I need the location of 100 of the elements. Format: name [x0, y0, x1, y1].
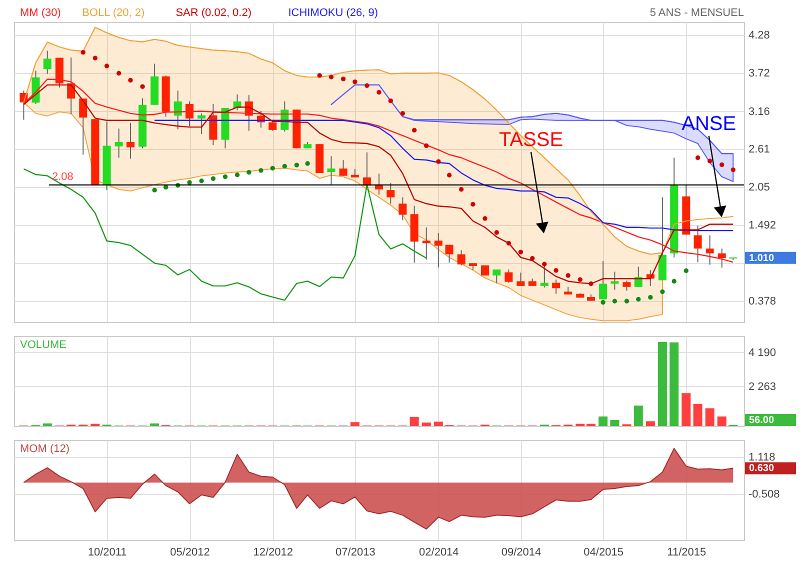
point	[305, 161, 310, 166]
text: 56.00	[749, 415, 774, 426]
candlestick	[610, 271, 619, 290]
point	[636, 296, 641, 302]
point	[600, 300, 606, 305]
text: SAR (0.02, 0.2)	[176, 7, 252, 19]
candlestick	[634, 266, 642, 288]
y-tick-label: 2.61	[748, 143, 770, 156]
point	[388, 98, 393, 104]
point	[376, 90, 382, 95]
point	[364, 83, 370, 88]
candlestick	[422, 226, 430, 260]
candlestick	[339, 160, 348, 176]
text: 1.010	[749, 252, 774, 264]
y-tick-label: 4.28	[748, 29, 770, 42]
point	[116, 70, 122, 76]
x-tick-label: 07/2013	[336, 546, 376, 558]
candlestick	[552, 279, 560, 294]
point	[140, 84, 145, 89]
point	[282, 164, 287, 169]
bar	[634, 406, 643, 426]
point	[328, 74, 334, 80]
point	[436, 159, 441, 164]
y-tick-label: -0.508	[748, 488, 780, 501]
y-tick-label: 1.492	[748, 220, 776, 232]
x-tick-label: 02/2014	[419, 546, 459, 558]
point	[128, 78, 133, 83]
series-label: BOLL (20, 2)	[82, 7, 145, 19]
candlestick	[43, 50, 52, 74]
point	[340, 76, 346, 82]
point	[424, 143, 429, 148]
point	[104, 64, 110, 68]
point	[412, 128, 417, 133]
bar	[717, 416, 726, 426]
point	[684, 268, 688, 274]
point	[554, 268, 558, 273]
point	[624, 298, 630, 304]
candlestick	[694, 225, 702, 263]
point	[542, 262, 547, 266]
point	[588, 281, 594, 286]
point	[482, 216, 488, 221]
candlestick	[457, 250, 466, 266]
point	[258, 168, 264, 173]
candlestick	[718, 248, 726, 268]
candlestick	[706, 234, 714, 266]
bar	[610, 420, 620, 426]
point	[352, 79, 358, 84]
annotation: ANSE	[682, 112, 736, 135]
point	[317, 73, 322, 78]
point	[187, 180, 192, 185]
point	[246, 170, 252, 175]
candlestick	[186, 100, 194, 127]
text: 5 ANS - MENSUEL	[650, 7, 744, 19]
candlestick	[198, 112, 206, 135]
candlestick	[327, 156, 336, 186]
bar	[658, 342, 667, 426]
point	[446, 172, 452, 178]
x-tick-label: 10/2011	[88, 546, 127, 558]
point	[730, 167, 736, 172]
y-tick-label: 4 190	[748, 346, 776, 359]
x-tick-label: 05/2012	[170, 546, 210, 558]
point	[458, 187, 464, 192]
line-series	[23, 168, 427, 301]
candlestick	[516, 272, 525, 286]
point	[80, 50, 86, 55]
point	[578, 277, 582, 282]
candlestick	[599, 260, 608, 300]
candlestick	[114, 128, 123, 158]
x-tick-label: 04/2015	[584, 546, 624, 558]
bar	[705, 408, 714, 426]
point	[494, 230, 499, 235]
candlestick	[398, 196, 407, 221]
x-tick-label: 12/2012	[253, 546, 293, 558]
bar	[598, 416, 608, 426]
chart-title: VOLUME	[20, 339, 66, 351]
point	[720, 162, 724, 168]
bar	[682, 393, 691, 426]
point	[92, 56, 98, 60]
bar	[350, 422, 360, 426]
point	[566, 273, 570, 278]
bar	[693, 404, 702, 426]
point	[660, 289, 665, 294]
text: MM (30)	[20, 7, 61, 19]
point	[470, 202, 476, 207]
point	[400, 111, 406, 116]
point	[222, 174, 228, 180]
x-tick-label: 11/2015	[667, 546, 706, 558]
bar	[422, 422, 431, 426]
candlestick	[126, 122, 134, 160]
point	[648, 294, 653, 300]
candlestick	[504, 269, 513, 284]
point	[294, 162, 300, 168]
point	[672, 278, 676, 284]
bar	[410, 416, 419, 426]
point	[210, 176, 216, 181]
text: 0.630	[749, 463, 774, 474]
bar	[434, 422, 443, 426]
bar	[670, 342, 679, 426]
point	[199, 178, 204, 184]
y-tick-label: 3.16	[748, 106, 770, 118]
